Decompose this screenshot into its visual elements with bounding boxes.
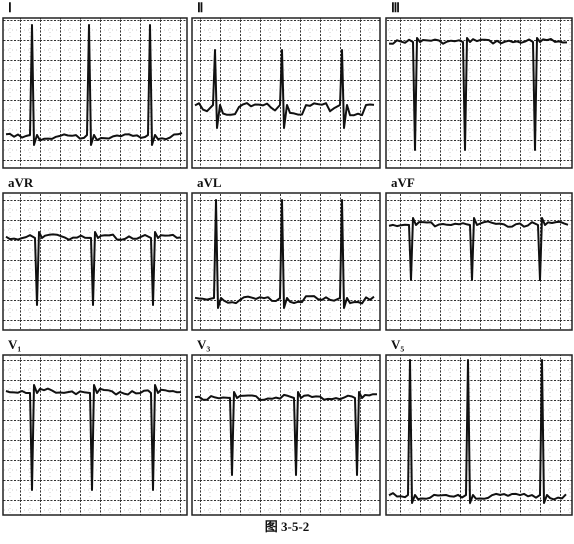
ecg-panel bbox=[385, 192, 573, 331]
lead-label: aVL bbox=[197, 175, 222, 190]
ecg-trace bbox=[194, 391, 377, 476]
ecg-trace bbox=[5, 231, 182, 306]
ecg-trace bbox=[388, 359, 567, 504]
lead-label: V₁ bbox=[8, 337, 21, 352]
caption: 图 3-5-2 bbox=[265, 519, 309, 534]
lead-label: Ⅲ bbox=[391, 0, 400, 15]
ecg-panel bbox=[191, 192, 381, 331]
lead-label: aVF bbox=[391, 175, 415, 190]
lead-label: V₅ bbox=[391, 337, 404, 352]
lead-label: aVR bbox=[8, 175, 34, 190]
ecg-trace bbox=[194, 49, 375, 129]
ecg-trace bbox=[5, 384, 182, 491]
lead-label: V₃ bbox=[197, 337, 210, 352]
ecg-panel bbox=[191, 17, 381, 169]
lead-label: Ⅰ bbox=[8, 0, 12, 15]
ecg-trace bbox=[5, 24, 183, 146]
lead-label: Ⅱ bbox=[197, 0, 203, 15]
ecg-panel bbox=[191, 354, 381, 516]
ecg-trace bbox=[388, 217, 569, 281]
ecg-trace bbox=[388, 37, 568, 151]
ecg-trace bbox=[194, 199, 375, 309]
